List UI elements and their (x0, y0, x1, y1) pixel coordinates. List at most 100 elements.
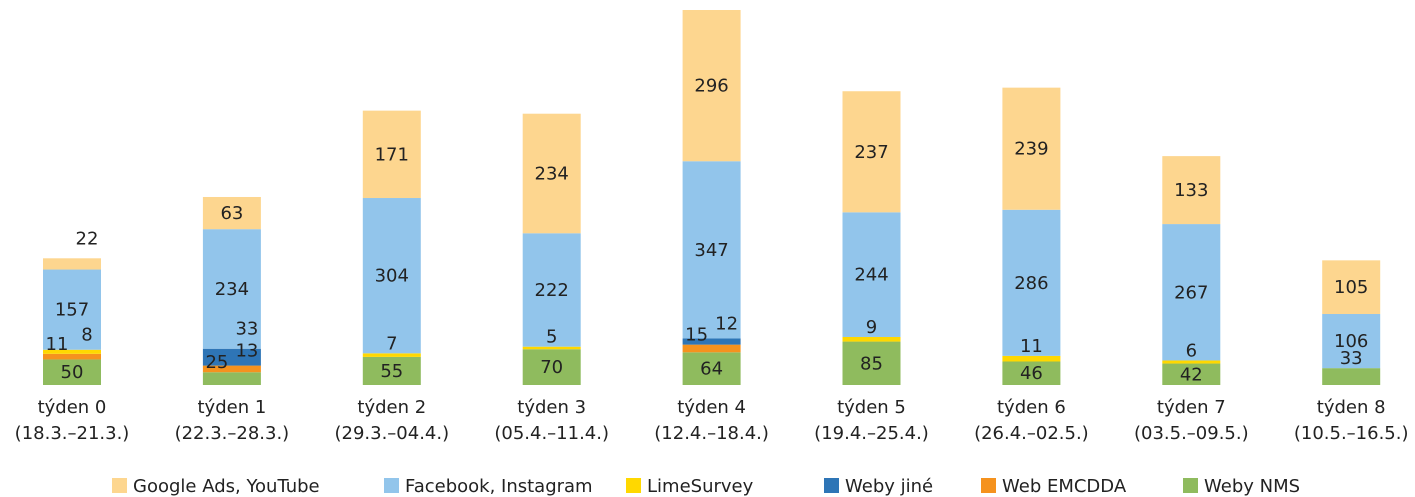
value-label: 5 (546, 327, 557, 348)
legend-label: Google Ads, YouTube (133, 476, 320, 497)
bar-segment (362, 198, 421, 354)
value-label: 70 (540, 357, 563, 378)
value-label: 239 (1014, 139, 1048, 160)
bar-segment (682, 338, 741, 345)
value-label: 267 (1174, 282, 1208, 303)
bar-segment (1002, 87, 1061, 210)
bar-segment (43, 349, 101, 354)
value-label: 222 (535, 280, 569, 301)
legend-swatch (824, 478, 839, 493)
x-tick-label: (10.5.–16.5.) (1294, 423, 1409, 444)
bar-segment (682, 161, 741, 339)
value-label: 55 (380, 361, 403, 382)
value-label: 244 (854, 265, 888, 286)
value-label: 7 (386, 333, 397, 354)
value-label: 11 (1020, 336, 1043, 357)
legend-label: Facebook, Instagram (405, 476, 593, 497)
value-label: 42 (1180, 364, 1203, 385)
value-label: 9 (866, 317, 877, 338)
x-tick-label: (19.4.–25.4.) (814, 423, 929, 444)
value-label: 63 (220, 203, 243, 224)
bar-segment (1162, 360, 1221, 364)
x-tick-label: týden 4 (677, 397, 746, 418)
bar-segment (522, 349, 581, 385)
x-tick-label: (18.3.–21.3.) (15, 423, 130, 444)
x-tick-label: týden 6 (997, 397, 1066, 418)
legend-label: Weby NMS (1204, 476, 1300, 497)
bar-segment (43, 353, 101, 360)
bar-segment (1002, 355, 1061, 362)
bar-segment (1002, 361, 1061, 385)
bar-segment (1162, 156, 1221, 225)
value-label: 64 (700, 359, 723, 380)
bar-segment (202, 196, 261, 230)
value-label: 171 (375, 144, 409, 165)
legend-swatch (1183, 478, 1198, 493)
bar-segment (43, 359, 101, 385)
bar-segment (202, 229, 261, 349)
value-label: 157 (55, 300, 89, 321)
legend-label: Weby jiné (845, 476, 933, 497)
x-tick-label: (05.4.–11.4.) (494, 423, 609, 444)
legend-swatch (981, 478, 996, 493)
bar-segment (842, 212, 901, 337)
value-label: 50 (61, 362, 84, 383)
bar-segment (362, 110, 421, 199)
bar-segment (202, 372, 261, 385)
x-tick-label: (22.3.–28.3.) (175, 423, 290, 444)
value-label: 33 (1340, 348, 1363, 369)
value-label: 347 (694, 240, 728, 261)
value-label: 106 (1334, 331, 1368, 352)
value-label: 22 (76, 228, 99, 249)
bar-segment (1002, 209, 1061, 356)
legend-swatch (112, 478, 127, 493)
bar-segment (842, 336, 901, 342)
value-label: 286 (1014, 273, 1048, 294)
value-label: 25 (205, 352, 228, 373)
x-tick-label: týden 5 (837, 397, 906, 418)
bar-segment (1162, 224, 1221, 361)
x-tick-label: (12.4.–18.4.) (654, 423, 769, 444)
bar-segment (682, 10, 741, 162)
x-tick-label: týden 3 (517, 397, 586, 418)
x-tick-label: (03.5.–09.5.) (1134, 423, 1249, 444)
bar-segment (362, 353, 421, 357)
bar-segment (1162, 363, 1221, 385)
x-tick-label: týden 8 (1317, 397, 1386, 418)
bar-segment (1322, 260, 1381, 314)
bar-segment (842, 91, 901, 213)
value-label: 12 (715, 314, 738, 335)
value-label: 6 (1186, 340, 1197, 361)
bar-segment (362, 356, 421, 385)
value-label: 8 (81, 325, 92, 346)
legend-swatch (626, 478, 641, 493)
bar-segment (1322, 313, 1381, 369)
value-label: 105 (1334, 277, 1368, 298)
bar-segment (202, 348, 261, 366)
value-label: 46 (1020, 363, 1043, 384)
bar-segment (842, 341, 901, 385)
legend-swatch (384, 478, 399, 493)
value-label: 237 (854, 142, 888, 163)
value-label: 234 (535, 163, 569, 184)
legend-label: LimeSurvey (647, 476, 754, 497)
value-label: 234 (215, 279, 249, 300)
bar-segment (43, 269, 101, 350)
bar-segment (682, 352, 741, 385)
value-label: 13 (235, 341, 258, 362)
x-tick-label: (29.3.–04.4.) (334, 423, 449, 444)
legend-label: Web EMCDDA (1002, 476, 1127, 497)
bar-segment (522, 346, 581, 350)
x-tick-label: týden 2 (357, 397, 426, 418)
value-label: 133 (1174, 180, 1208, 201)
value-label: 33 (235, 319, 258, 340)
value-label: 296 (694, 76, 728, 97)
x-tick-label: týden 0 (38, 397, 107, 418)
value-label: 11 (46, 334, 69, 355)
x-tick-label: týden 7 (1157, 397, 1226, 418)
bar-segment (682, 344, 741, 353)
bar-segment (522, 113, 581, 234)
x-tick-label: týden 1 (198, 397, 267, 418)
value-label: 15 (685, 325, 708, 346)
